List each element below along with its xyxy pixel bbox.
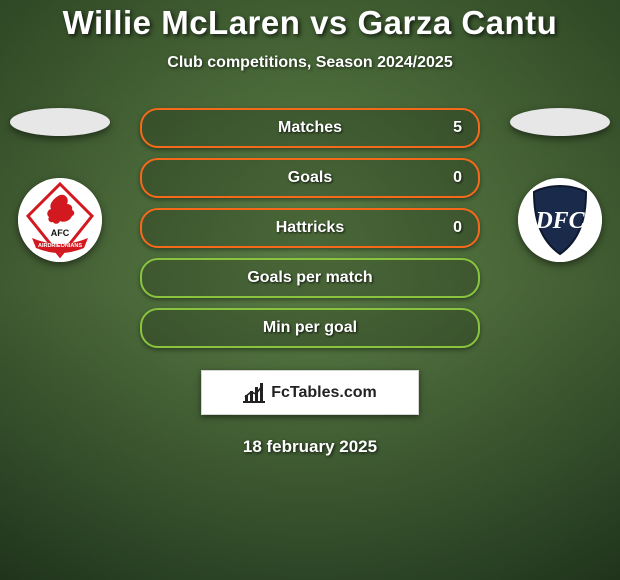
avatar-left (10, 108, 110, 136)
stat-pills: Matches 5 Goals 0 Hattricks 0 Goals per … (140, 108, 480, 348)
crest-left: AFC AIRDRIEONIANS (18, 178, 102, 262)
crest-right-svg: DFC (518, 178, 602, 262)
stat-label: Hattricks (276, 219, 344, 237)
stat-value: 0 (453, 169, 462, 187)
stat-matches: Matches 5 (140, 108, 480, 148)
stat-hattricks: Hattricks 0 (140, 208, 480, 248)
svg-text:AIRDRIEONIANS: AIRDRIEONIANS (38, 243, 82, 249)
player-right: DFC (510, 108, 610, 262)
stat-label: Goals (288, 169, 332, 187)
svg-text:DFC: DFC (534, 208, 585, 234)
stat-label: Goals per match (247, 269, 372, 287)
page-title: Willie McLaren vs Garza Cantu (63, 4, 558, 42)
brand-badge[interactable]: FcTables.com (201, 370, 419, 415)
stat-goals-per-match: Goals per match (140, 258, 480, 298)
crest-left-svg: AFC AIRDRIEONIANS (18, 178, 102, 262)
stat-goals: Goals 0 (140, 158, 480, 198)
svg-text:AFC: AFC (51, 228, 70, 238)
chart-icon (243, 383, 265, 403)
page-subtitle: Club competitions, Season 2024/2025 (167, 54, 452, 72)
crest-right: DFC (518, 178, 602, 262)
stat-label: Matches (278, 119, 342, 137)
player-left: AFC AIRDRIEONIANS (10, 108, 110, 262)
comparison-row: AFC AIRDRIEONIANS Matches 5 Goals 0 Hatt… (0, 108, 620, 348)
brand-text: FcTables.com (271, 384, 377, 402)
stat-value: 5 (453, 119, 462, 137)
stat-value: 0 (453, 219, 462, 237)
avatar-right (510, 108, 610, 136)
snapshot-date: 18 february 2025 (243, 437, 377, 457)
stat-min-per-goal: Min per goal (140, 308, 480, 348)
stat-label: Min per goal (263, 319, 357, 337)
